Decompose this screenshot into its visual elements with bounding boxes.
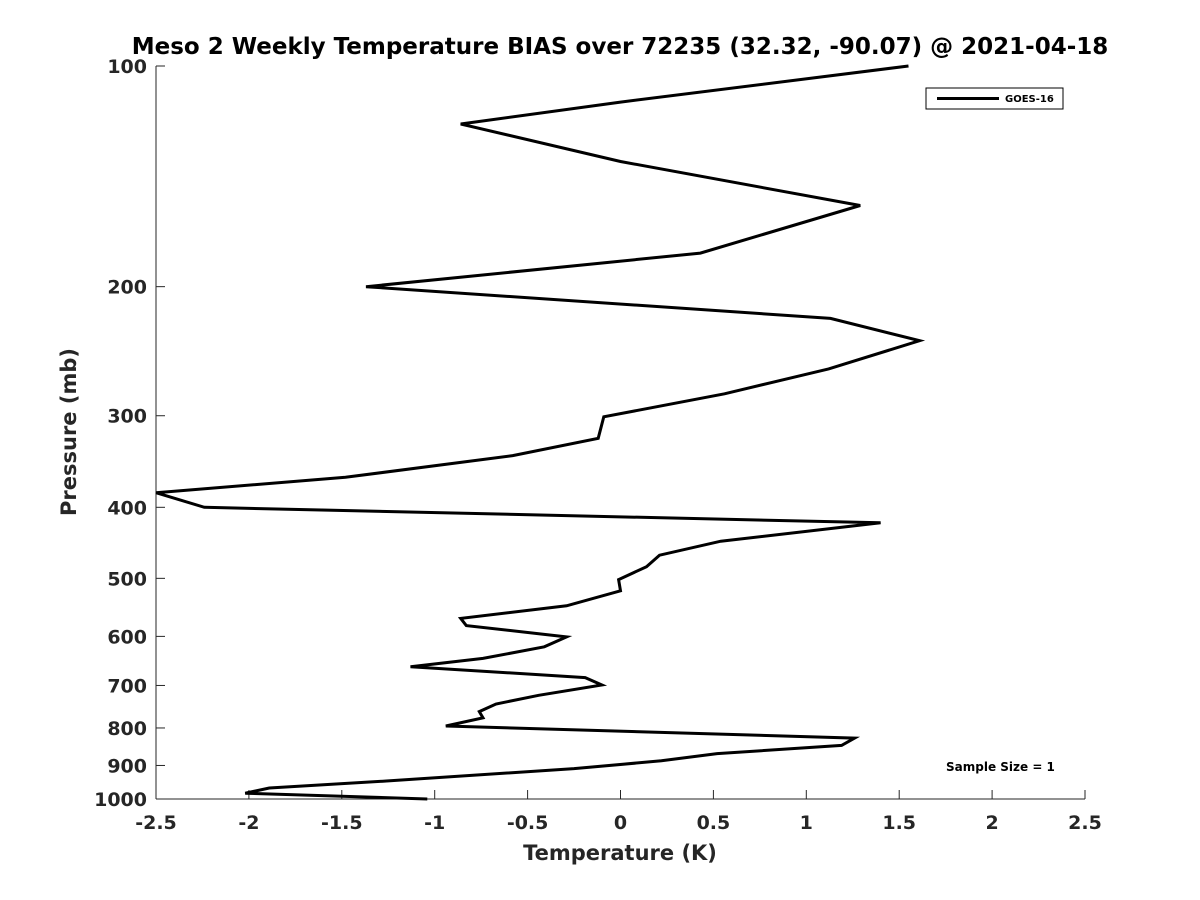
y-tick-label: 500: [107, 568, 147, 590]
y-axis-label: Pressure (mb): [57, 348, 81, 516]
x-tick-label: -1: [424, 812, 445, 834]
chart-title: Meso 2 Weekly Temperature BIAS over 7223…: [132, 34, 1109, 60]
y-tick-label: 200: [107, 277, 147, 299]
legend: GOES-16: [925, 87, 1064, 110]
plot-frame: [155, 66, 1085, 800]
y-tick-label: 900: [107, 755, 147, 777]
series-line-goes-16: [155, 64, 926, 801]
y-tick-label: 600: [107, 626, 147, 648]
x-tick-label: 2.5: [1068, 812, 1102, 834]
x-axis-ticks: -2.5 -2 -1.5 -1 -0.5 0 0.5 1 1.5 2 2.5: [135, 790, 1102, 834]
x-tick-label: 2: [985, 812, 998, 834]
x-tick-label: -2: [238, 812, 259, 834]
x-tick-label: 0.5: [697, 812, 731, 834]
x-tick-label: -0.5: [507, 812, 549, 834]
legend-entry: GOES-16: [1005, 94, 1054, 105]
sample-size-annotation: Sample Size = 1: [946, 760, 1055, 774]
x-tick-label: 1.5: [882, 812, 916, 834]
y-tick-label: 100: [107, 56, 147, 78]
series-layer: [155, 64, 926, 801]
y-axis-ticks: 100 200 300 400 500 600 700 800 900 1000: [94, 56, 165, 811]
x-tick-label: -2.5: [135, 812, 177, 834]
y-tick-label: 800: [107, 718, 147, 740]
x-tick-label: -1.5: [321, 812, 363, 834]
y-tick-label: 700: [107, 675, 147, 697]
x-axis-label: Temperature (K): [523, 841, 717, 865]
x-tick-label: 1: [800, 812, 813, 834]
y-tick-label: 300: [107, 406, 147, 428]
y-tick-label: 1000: [94, 789, 147, 811]
y-tick-label: 400: [107, 497, 147, 519]
x-tick-label: 0: [614, 812, 627, 834]
